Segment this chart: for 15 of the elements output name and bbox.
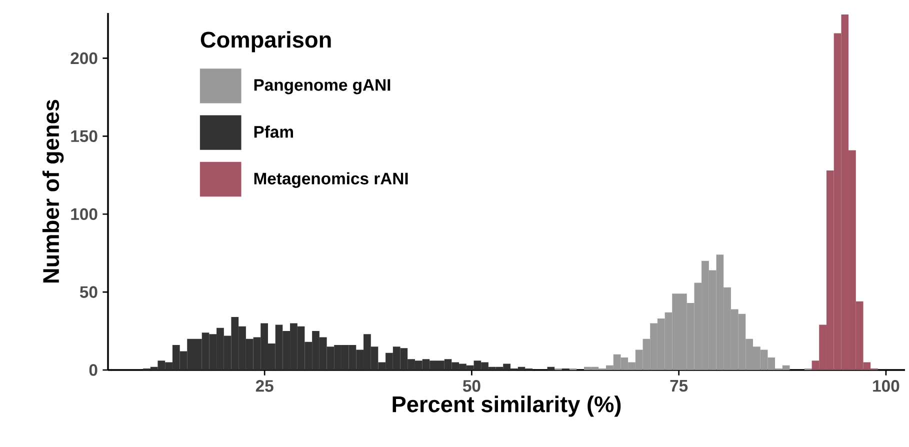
x-tick-label: 100 xyxy=(873,380,900,392)
y-axis-title: Number of genes xyxy=(42,100,64,283)
y-tick-label: 100 xyxy=(71,208,98,220)
x-tick-label: 50 xyxy=(462,380,480,392)
legend-title: Comparison xyxy=(200,31,331,52)
x-axis-title: Percent similarity (%) xyxy=(392,396,621,417)
legend-label: Pfam xyxy=(254,126,293,138)
legend-label: Pangenome gANI xyxy=(254,79,390,94)
legend-label: Metagenomics rANI xyxy=(254,172,408,188)
y-tick-label: 0 xyxy=(89,364,98,376)
y-tick-label: 200 xyxy=(70,52,98,64)
y-tick-label: 150 xyxy=(71,130,98,142)
y-tick-label: 50 xyxy=(80,286,98,298)
x-tick-label: 25 xyxy=(256,380,274,392)
x-tick-label: 75 xyxy=(670,380,688,392)
